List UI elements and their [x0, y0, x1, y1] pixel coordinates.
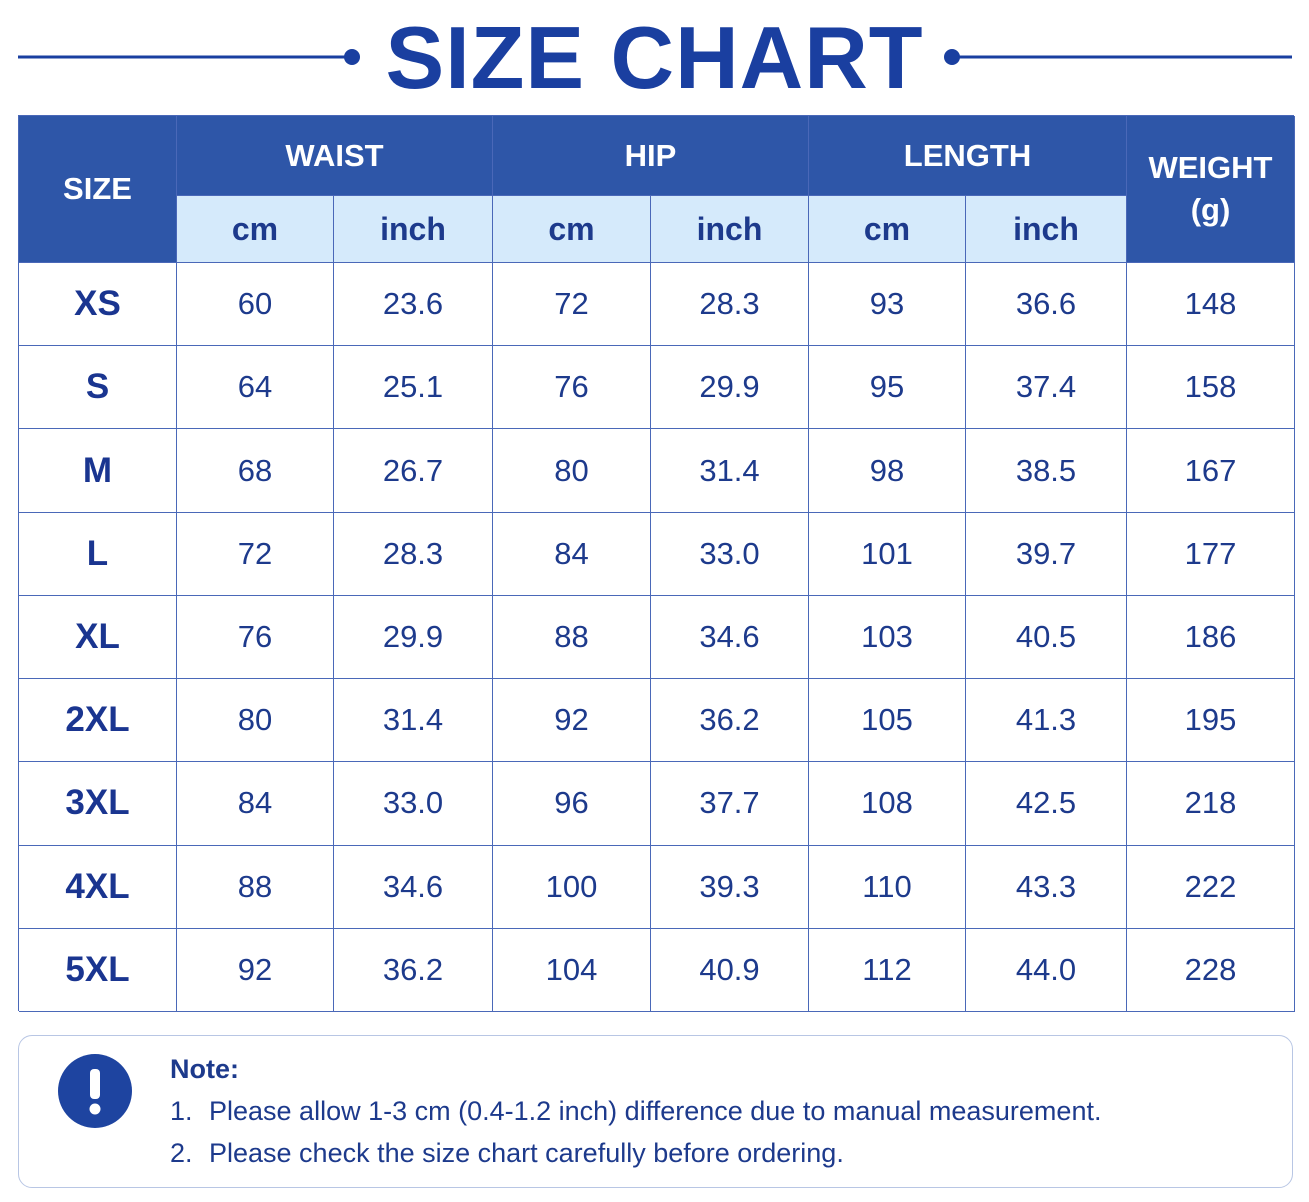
measurement: 92 [493, 679, 651, 763]
measurement: 36.2 [334, 928, 493, 1012]
measurement: 25.1 [334, 346, 493, 430]
group-header: WAIST [177, 116, 493, 196]
measurement: 101 [809, 512, 966, 596]
measurement: 37.7 [651, 762, 809, 846]
measurement: 104 [493, 928, 651, 1012]
unit-header: cm [177, 196, 334, 263]
group-header: LENGTH [809, 116, 1127, 196]
measurement: 177 [1127, 512, 1295, 596]
measurement: 110 [809, 845, 966, 929]
group-header: HIP [493, 116, 809, 196]
measurement: 31.4 [334, 679, 493, 763]
note-box: Note: 1. Please allow 1-3 cm (0.4-1.2 in… [18, 1035, 1293, 1188]
weight-header-line: WEIGHT [1148, 150, 1273, 185]
unit-header: inch [334, 196, 493, 263]
weight-header-line: (g) [1190, 192, 1231, 227]
note-number: 2. [170, 1138, 193, 1168]
note-text: Please allow 1-3 cm (0.4-1.2 inch) diffe… [209, 1096, 1102, 1126]
size-label: 5XL [19, 928, 177, 1012]
measurement: 222 [1127, 845, 1295, 929]
measurement: 36.6 [966, 263, 1127, 347]
measurement: 100 [493, 845, 651, 929]
measurement: 92 [177, 928, 334, 1012]
measurement: 40.5 [966, 595, 1127, 680]
measurement: 76 [493, 346, 651, 430]
measurement: 39.7 [966, 512, 1127, 596]
measurement: 26.7 [334, 429, 493, 513]
note-number: 1. [170, 1096, 193, 1126]
measurement: 34.6 [651, 595, 809, 680]
measurement: 95 [809, 346, 966, 430]
measurement: 64 [177, 346, 334, 430]
measurement: 103 [809, 595, 966, 680]
measurement: 72 [493, 263, 651, 347]
measurement: 23.6 [334, 263, 493, 347]
unit-header: cm [493, 196, 651, 263]
measurement: 42.5 [966, 762, 1127, 846]
measurement: 38.5 [966, 429, 1127, 513]
size-label: XL [19, 595, 177, 680]
note-text: Please check the size chart carefully be… [209, 1138, 844, 1168]
size-header: SIZE [19, 116, 177, 263]
measurement: 39.3 [651, 845, 809, 929]
weight-header: WEIGHT (g) [1127, 116, 1295, 263]
measurement: 108 [809, 762, 966, 846]
measurement: 36.2 [651, 679, 809, 763]
measurement: 76 [177, 595, 334, 680]
size-label: S [19, 346, 177, 430]
measurement: 96 [493, 762, 651, 846]
measurement: 72 [177, 512, 334, 596]
title: SIZE CHART [385, 8, 924, 107]
size-table: SIZE WAIST cm inch HIP cm inch LENGTH cm inch WEIG… [18, 115, 1295, 1012]
unit-header: inch [966, 196, 1127, 263]
size-label: 4XL [19, 845, 177, 929]
measurement: 158 [1127, 346, 1295, 430]
measurement: 40.9 [651, 928, 809, 1012]
measurement: 98 [809, 429, 966, 513]
measurement: 88 [493, 595, 651, 680]
measurement: 29.9 [334, 595, 493, 680]
measurement: 33.0 [651, 512, 809, 596]
measurement: 29.9 [651, 346, 809, 430]
measurement: 68 [177, 429, 334, 513]
warning-icon [58, 1054, 132, 1128]
unit-header: cm [809, 196, 966, 263]
measurement: 33.0 [334, 762, 493, 846]
measurement: 34.6 [334, 845, 493, 929]
measurement: 84 [493, 512, 651, 596]
title-decoration [18, 49, 1292, 65]
measurement: 80 [177, 679, 334, 763]
size-label: L [19, 512, 177, 596]
measurement: 44.0 [966, 928, 1127, 1012]
measurement: 195 [1127, 679, 1295, 763]
measurement: 31.4 [651, 429, 809, 513]
measurement: 80 [493, 429, 651, 513]
measurement: 28.3 [651, 263, 809, 347]
measurement: 37.4 [966, 346, 1127, 430]
measurement: 228 [1127, 928, 1295, 1012]
note-title: Note: [170, 1054, 239, 1084]
measurement: 167 [1127, 429, 1295, 513]
measurement: 186 [1127, 595, 1295, 680]
measurement: 84 [177, 762, 334, 846]
measurement: 105 [809, 679, 966, 763]
size-label: 3XL [19, 762, 177, 846]
size-label: XS [19, 263, 177, 347]
measurement: 43.3 [966, 845, 1127, 929]
measurement: 60 [177, 263, 334, 347]
size-label: 2XL [19, 679, 177, 763]
size-label: M [19, 429, 177, 513]
measurement: 148 [1127, 263, 1295, 347]
measurement: 93 [809, 263, 966, 347]
unit-header: inch [651, 196, 809, 263]
measurement: 218 [1127, 762, 1295, 846]
measurement: 41.3 [966, 679, 1127, 763]
measurement: 88 [177, 845, 334, 929]
measurement: 112 [809, 928, 966, 1012]
measurement: 28.3 [334, 512, 493, 596]
